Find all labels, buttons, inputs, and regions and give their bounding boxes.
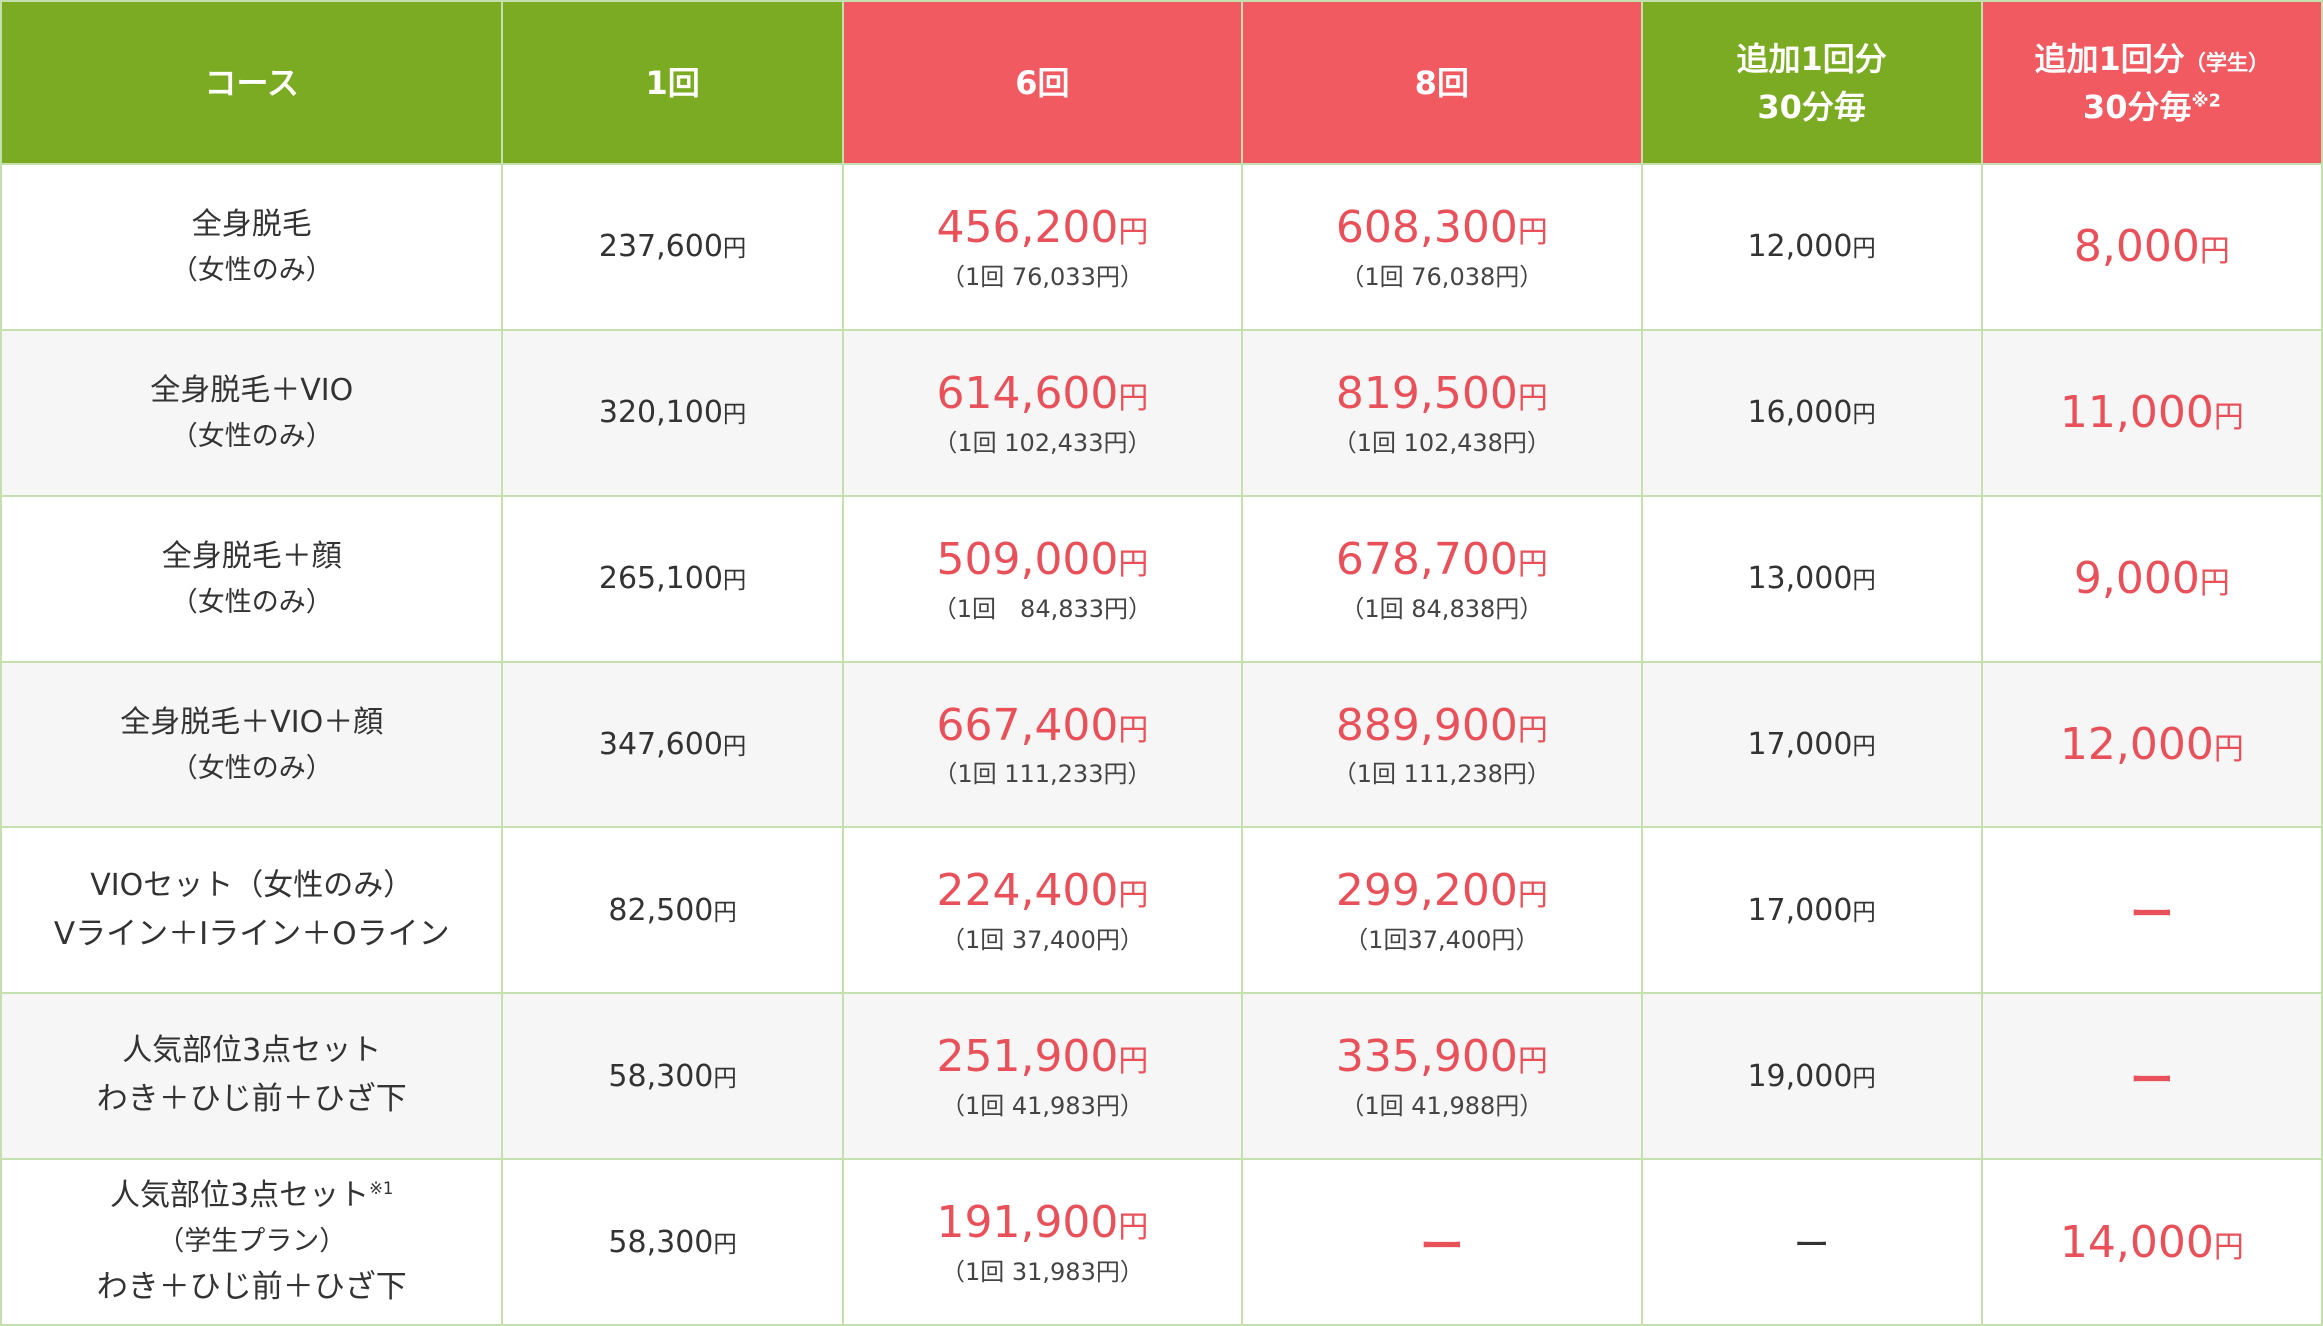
table-row: VIOセット（女性のみ） Vライン＋Iライン＋Oライン 82,500円 224,4… <box>0 826 2323 995</box>
course-name-cell: 全身脱毛＋VIO （女性のみ） <box>0 328 504 497</box>
price-eight-cell: 819,500円 （1回 102,438円） <box>1241 328 1643 497</box>
table-row: 全身脱毛＋VIO＋顔 （女性のみ） 347,600円 667,400円 （1回 11… <box>0 660 2323 829</box>
course-name-cell: 全身脱毛 （女性のみ） <box>0 163 504 331</box>
price-additional-cell: 19,000円 <box>1640 992 1983 1161</box>
price-six-cell: 614,600円 （1回 102,433円） <box>841 328 1244 497</box>
price-once-cell: 237,600円 <box>501 163 844 331</box>
table-header-row: コース 1回 6回 8回 追加1回分 30分毎 追加1回分（学生） 30分毎※2 <box>0 0 2323 165</box>
price-six-cell: 509,000円 （1回 84,833円） <box>841 494 1244 663</box>
table-row: 全身脱毛 （女性のみ） 237,600円 456,200円 （1回 76,033円）… <box>0 163 2323 331</box>
price-student-cell: 14,000円 <box>1980 1158 2323 1326</box>
price-eight-cell: 678,700円 （1回 84,838円） <box>1241 494 1643 663</box>
course-name-cell: 全身脱毛＋顔 （女性のみ） <box>0 494 504 663</box>
price-once-cell: 347,600円 <box>501 660 844 829</box>
price-once-cell: 265,100円 <box>501 494 844 663</box>
header-course: コース <box>0 0 504 165</box>
price-student-cell: ー <box>1980 826 2323 995</box>
price-student-cell: 9,000円 <box>1980 494 2323 663</box>
course-name-cell: 人気部位3点セット※1 （学生プラン） わき＋ひじ前＋ひざ下 <box>0 1158 504 1326</box>
price-once-cell: 320,100円 <box>501 328 844 497</box>
price-once-cell: 58,300円 <box>501 992 844 1161</box>
price-additional-cell: 17,000円 <box>1640 826 1983 995</box>
table-row: 人気部位3点セット※1 （学生プラン） わき＋ひじ前＋ひざ下 58,300円 191… <box>0 1158 2323 1326</box>
header-once: 1回 <box>501 0 844 165</box>
course-name-cell: 人気部位3点セット わき＋ひじ前＋ひざ下 <box>0 992 504 1161</box>
price-additional-cell: ー <box>1640 1158 1983 1326</box>
course-name-cell: 全身脱毛＋VIO＋顔 （女性のみ） <box>0 660 504 829</box>
header-additional: 追加1回分 30分毎 <box>1640 0 1983 165</box>
price-six-cell: 251,900円 （1回 41,983円） <box>841 992 1244 1161</box>
price-eight-cell: 335,900円 （1回 41,988円） <box>1241 992 1643 1161</box>
header-eight-times: 8回 <box>1241 0 1643 165</box>
header-six-times: 6回 <box>841 0 1244 165</box>
course-name-cell: VIOセット（女性のみ） Vライン＋Iライン＋Oライン <box>0 826 504 995</box>
price-six-cell: 224,400円 （1回 37,400円） <box>841 826 1244 995</box>
price-eight-cell: 889,900円 （1回 111,238円） <box>1241 660 1643 829</box>
price-student-cell: 8,000円 <box>1980 163 2323 331</box>
price-additional-cell: 13,000円 <box>1640 494 1983 663</box>
price-eight-cell: ー <box>1241 1158 1643 1326</box>
price-additional-cell: 17,000円 <box>1640 660 1983 829</box>
table-row: 全身脱毛＋VIO （女性のみ） 320,100円 614,600円 （1回 102,… <box>0 328 2323 497</box>
price-eight-cell: 608,300円 （1回 76,038円） <box>1241 163 1643 331</box>
price-once-cell: 82,500円 <box>501 826 844 995</box>
price-eight-cell: 299,200円 （1回37,400円） <box>1241 826 1643 995</box>
price-six-cell: 191,900円 （1回 31,983円） <box>841 1158 1244 1326</box>
price-student-cell: ー <box>1980 992 2323 1161</box>
table-row: 人気部位3点セット わき＋ひじ前＋ひざ下 58,300円 251,900円 （1回 … <box>0 992 2323 1161</box>
price-six-cell: 667,400円 （1回 111,233円） <box>841 660 1244 829</box>
price-once-cell: 58,300円 <box>501 1158 844 1326</box>
table-row: 全身脱毛＋顔 （女性のみ） 265,100円 509,000円 （1回 84,833… <box>0 494 2323 663</box>
price-six-cell: 456,200円 （1回 76,033円） <box>841 163 1244 331</box>
price-additional-cell: 16,000円 <box>1640 328 1983 497</box>
price-student-cell: 11,000円 <box>1980 328 2323 497</box>
price-student-cell: 12,000円 <box>1980 660 2323 829</box>
price-additional-cell: 12,000円 <box>1640 163 1983 331</box>
header-additional-student: 追加1回分（学生） 30分毎※2 <box>1980 0 2323 165</box>
